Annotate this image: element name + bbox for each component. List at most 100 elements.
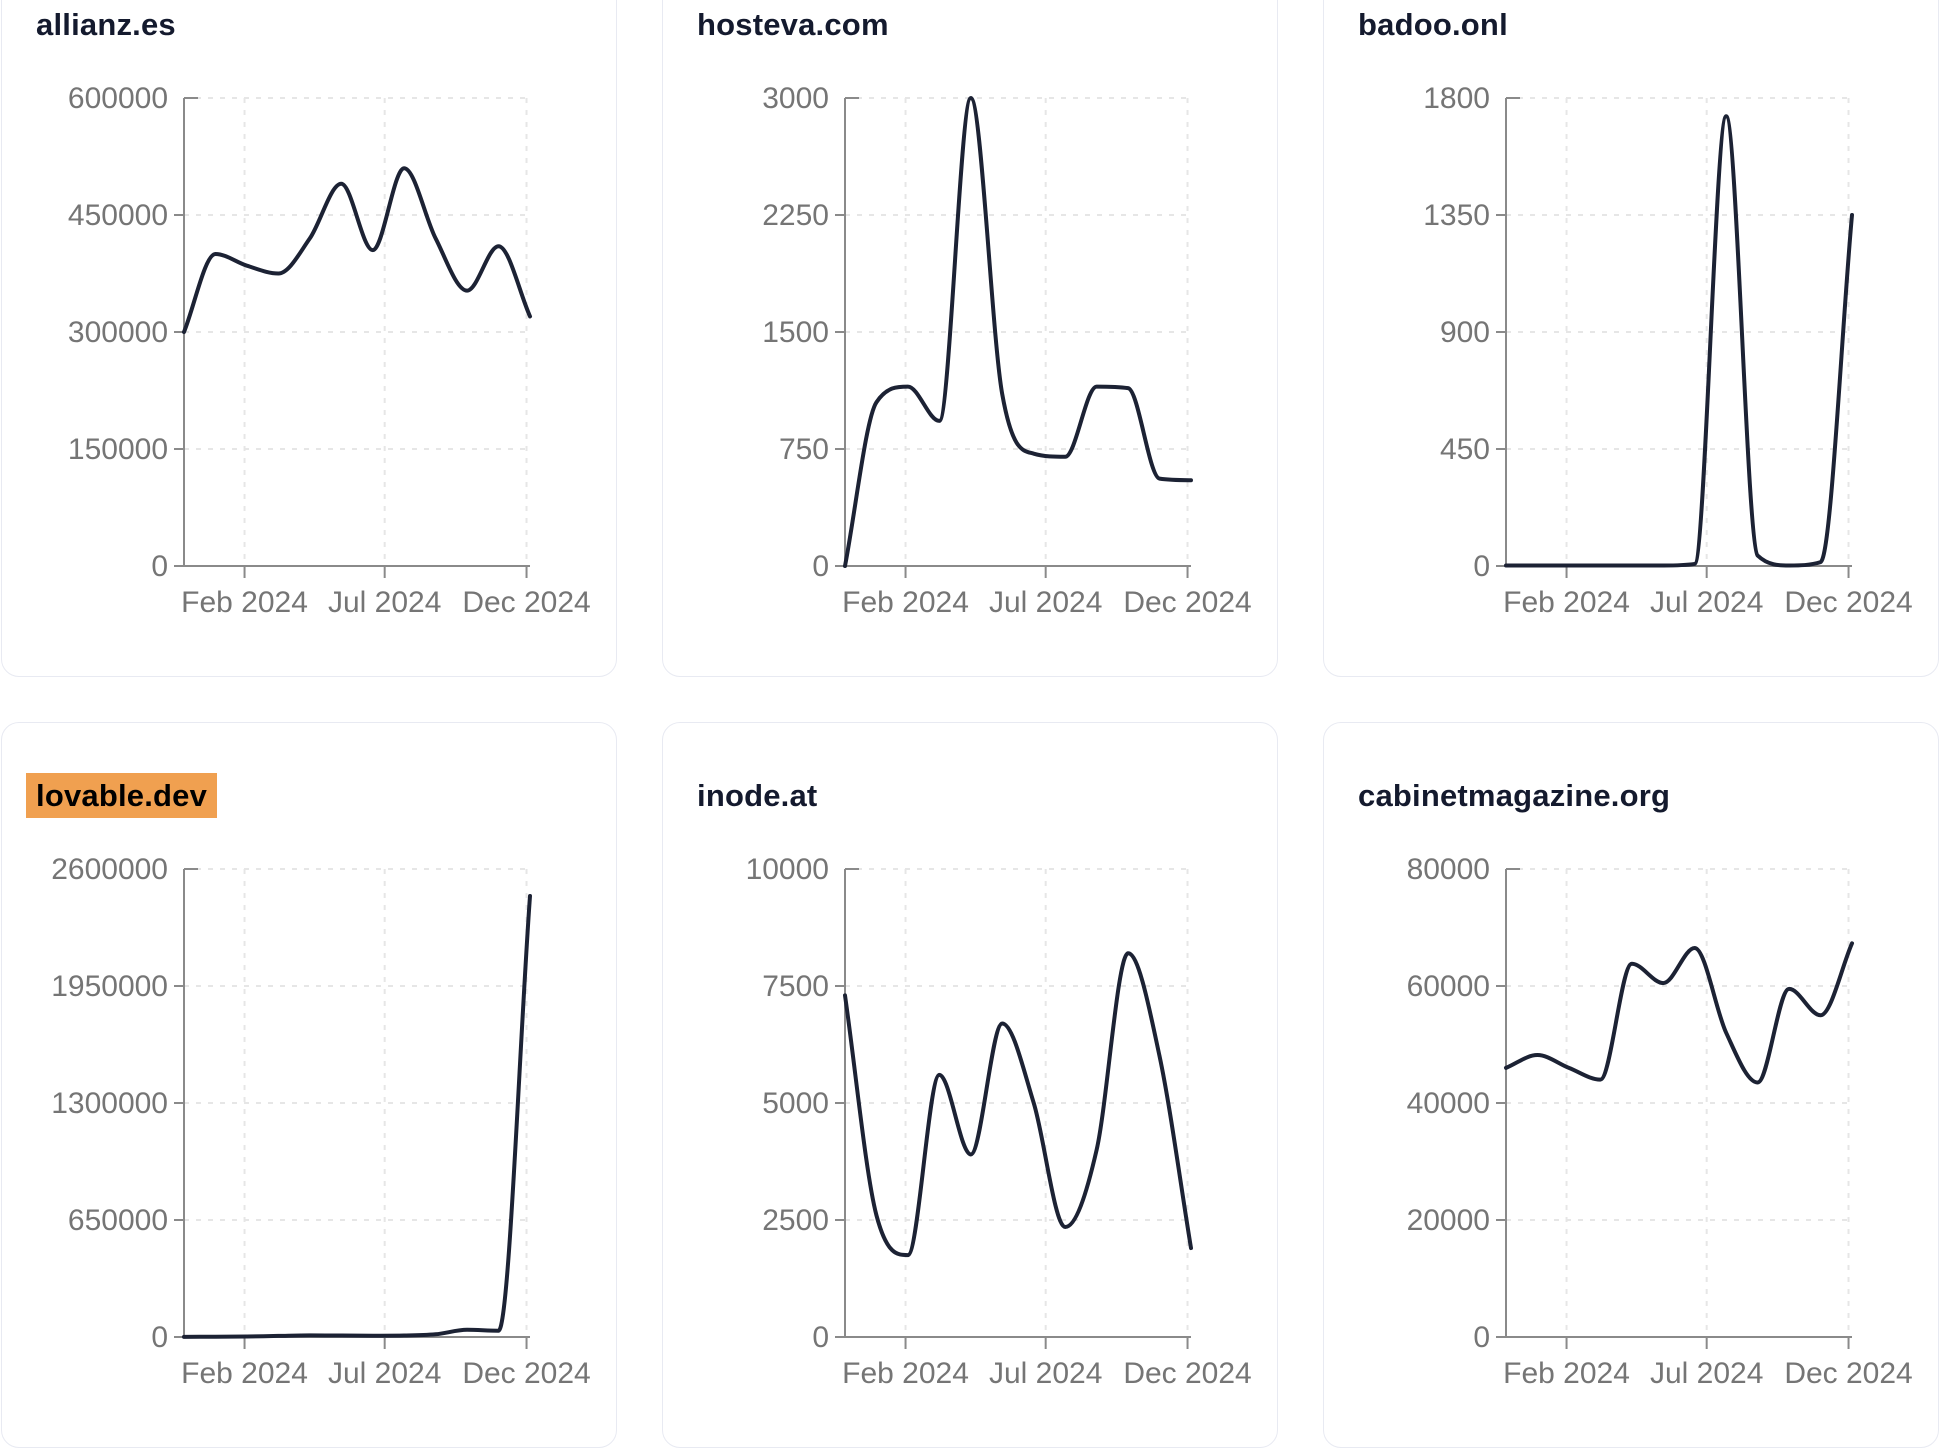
chart-title: lovable.dev (26, 773, 218, 818)
x-tick-label: Jul 2024 (328, 586, 441, 619)
x-tick-label: Dec 2024 (1784, 586, 1912, 619)
x-tick-labels: Feb 2024 Jul 2024 Dec 2024 (1503, 1357, 1913, 1390)
y-tick-label: 450 (1440, 433, 1490, 466)
x-tick-label: Feb 2024 (842, 1357, 969, 1390)
y-tick-label: 0 (1473, 550, 1490, 583)
line-chart: 0 2500 5000 7500 10000 Feb 2024 Jul 2024 Dec 20… (746, 853, 1252, 1390)
y-tick-labels: 0 2500 5000 7500 10000 (746, 853, 829, 1354)
series-line (182, 894, 532, 1339)
axes (174, 97, 530, 578)
chart-title: cabinetmagazine.org (1348, 776, 1680, 816)
x-tick-label: Jul 2024 (328, 1357, 441, 1390)
y-tick-labels: 0 650000 1300000 1950000 2600000 (51, 853, 168, 1354)
x-tick-labels: Feb 2024 Jul 2024 Dec 2024 (842, 586, 1252, 619)
chart-card: lovable.dev 0 650000 1300000 1950000 2600000… (1, 722, 617, 1448)
y-tick-label: 0 (1473, 1321, 1490, 1354)
line-chart: 0 150000 300000 450000 600000 Feb 2024 Jul 202… (68, 82, 591, 619)
x-tick-label: Feb 2024 (842, 586, 969, 619)
y-tick-label: 1350 (1423, 199, 1490, 232)
y-tick-label: 20000 (1407, 1204, 1490, 1237)
x-tick-labels: Feb 2024 Jul 2024 Dec 2024 (1503, 586, 1913, 619)
series-line (1504, 114, 1854, 568)
chart-card: badoo.onl 0 450 900 1350 1800 Feb 2024 Jul 202… (1323, 0, 1939, 677)
y-tick-label: 750 (779, 433, 829, 466)
x-tick-label: Dec 2024 (1784, 1357, 1912, 1390)
chart-title: badoo.onl (1348, 5, 1518, 45)
y-tick-label: 1500 (762, 316, 829, 349)
x-tick-label: Dec 2024 (462, 586, 590, 619)
axes (1496, 97, 1852, 578)
x-tick-labels: Feb 2024 Jul 2024 Dec 2024 (181, 1357, 591, 1390)
y-tick-label: 150000 (68, 433, 168, 466)
domain-name: hosteva.com (697, 7, 889, 42)
axes (1496, 868, 1852, 1349)
x-tick-labels: Feb 2024 Jul 2024 Dec 2024 (842, 1357, 1252, 1390)
line-chart: 0 750 1500 2250 3000 Feb 2024 Jul 2024 Dec 2024 (762, 82, 1252, 619)
y-tick-label: 600000 (68, 82, 168, 115)
chart-title: inode.at (687, 776, 827, 816)
chart-card: inode.at 0 2500 5000 7500 10000 Feb 2024 Jul 2… (662, 722, 1278, 1448)
chart-card: hosteva.com 0 750 1500 2250 3000 Feb 2024 Jul … (662, 0, 1278, 677)
axes (835, 97, 1191, 578)
y-tick-label: 2600000 (51, 853, 168, 886)
x-tick-label: Feb 2024 (1503, 1357, 1630, 1390)
domain-name: inode.at (697, 778, 818, 813)
y-tick-label: 1950000 (51, 970, 168, 1003)
y-gridlines (184, 97, 530, 450)
y-tick-label: 80000 (1407, 853, 1490, 886)
series-line (182, 166, 532, 334)
y-tick-label: 2500 (762, 1204, 829, 1237)
y-tick-label: 650000 (68, 1204, 168, 1237)
x-tick-label: Jul 2024 (989, 586, 1102, 619)
line-chart: 0 650000 1300000 1950000 2600000 Feb 2024 Jul … (51, 853, 591, 1390)
y-tick-label: 10000 (746, 853, 829, 886)
y-tick-label: 1800 (1423, 82, 1490, 115)
y-tick-label: 7500 (762, 970, 829, 1003)
x-tick-label: Feb 2024 (181, 1357, 308, 1390)
y-tick-labels: 0 150000 300000 450000 600000 (68, 82, 168, 583)
y-gridlines (1506, 868, 1852, 1221)
y-tick-label: 3000 (762, 82, 829, 115)
x-tick-label: Jul 2024 (1650, 1357, 1763, 1390)
domain-name: badoo.onl (1358, 7, 1508, 42)
x-tick-label: Dec 2024 (462, 1357, 590, 1390)
y-tick-label: 60000 (1407, 970, 1490, 1003)
y-tick-label: 0 (151, 1321, 168, 1354)
y-tick-label: 0 (812, 1321, 829, 1354)
y-tick-label: 0 (812, 550, 829, 583)
y-tick-label: 300000 (68, 316, 168, 349)
domain-name-highlighted: lovable.dev (26, 773, 218, 818)
axes (174, 868, 530, 1349)
y-tick-labels: 0 20000 40000 60000 80000 (1407, 853, 1490, 1354)
axes (835, 868, 1191, 1349)
domain-name: cabinetmagazine.org (1358, 778, 1671, 813)
domain-name: allianz.es (36, 7, 176, 42)
line-chart: 0 450 900 1350 1800 Feb 2024 Jul 2024 Dec 2024 (1423, 82, 1913, 619)
x-tick-label: Dec 2024 (1123, 1357, 1251, 1390)
x-tick-label: Dec 2024 (1123, 586, 1251, 619)
y-gridlines (1506, 97, 1852, 450)
y-tick-label: 1300000 (51, 1087, 168, 1120)
y-tick-labels: 0 750 1500 2250 3000 (762, 82, 829, 583)
x-tick-label: Feb 2024 (181, 586, 308, 619)
chart-title: hosteva.com (687, 5, 899, 45)
series-line (1504, 941, 1854, 1085)
y-tick-label: 2250 (762, 199, 829, 232)
y-tick-label: 0 (151, 550, 168, 583)
x-tick-label: Feb 2024 (1503, 586, 1630, 619)
series-line (843, 951, 1193, 1258)
y-gridlines (845, 868, 1191, 1221)
y-gridlines (845, 97, 1191, 450)
x-tick-labels: Feb 2024 Jul 2024 Dec 2024 (181, 586, 591, 619)
x-tick-label: Jul 2024 (989, 1357, 1102, 1390)
chart-card: allianz.es 0 150000 300000 450000 600000 Feb … (1, 0, 617, 677)
x-tick-label: Jul 2024 (1650, 586, 1763, 619)
y-tick-label: 5000 (762, 1087, 829, 1120)
y-gridlines (184, 868, 530, 1221)
y-tick-label: 40000 (1407, 1087, 1490, 1120)
line-chart: 0 20000 40000 60000 80000 Feb 2024 Jul 2024 Dec… (1407, 853, 1913, 1390)
y-tick-label: 900 (1440, 316, 1490, 349)
y-tick-label: 450000 (68, 199, 168, 232)
series-line (843, 96, 1193, 568)
